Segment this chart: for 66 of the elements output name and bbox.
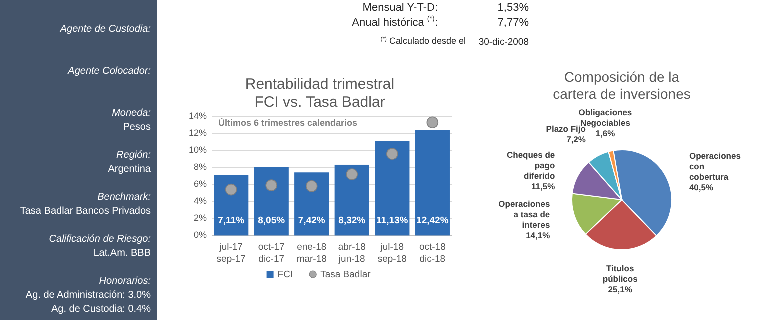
text: Calificación de Riesgo:: [49, 234, 152, 245]
slice-label: Operaciones a tasa de interes: [498, 199, 550, 230]
x-tick-label: jul-17 sep-17: [216, 242, 246, 265]
text: 1,53%: [498, 2, 530, 14]
x-tick-label: jul-18 sep-18: [378, 242, 407, 265]
y-tick-label: 8%: [194, 162, 207, 172]
text: Tasa Badlar Bancos Privados: [20, 206, 151, 217]
data-label: 25,1%: [608, 284, 633, 294]
text: Agente de Custodia:: [59, 24, 152, 35]
text: Argentina: [108, 164, 152, 175]
y-tick-label: 4%: [194, 196, 207, 206]
x-tick-label: oct-18 dic-18: [419, 242, 446, 265]
chart-title: Rentabilidad trimestral FCI vs. Tasa Badlar: [245, 76, 395, 111]
data-label: 11,5%: [532, 181, 556, 192]
bar: [214, 175, 249, 236]
y-tick-label: 10%: [188, 145, 207, 156]
x-tick-label: oct-17 dic-17: [258, 242, 285, 265]
data-label: 7,42%: [298, 216, 326, 227]
slice-label: Cheques de pago diferido: [506, 150, 556, 181]
point: [386, 148, 398, 160]
data-label: 7,2%: [566, 134, 586, 145]
legend-label: Tasa Badlar: [320, 270, 371, 281]
point: [225, 184, 238, 196]
text: Pesos: [123, 122, 151, 133]
y-tick-label: 6%: [194, 179, 207, 190]
text: 7,77%: [498, 16, 530, 29]
y-tick-label: 14%: [188, 111, 207, 122]
data-label: 8,05%: [258, 216, 286, 227]
text: Agente Colocador:: [67, 66, 152, 77]
point: [426, 116, 439, 129]
text: Anual histórica $^{(*)}$:: [352, 14, 438, 29]
bar: [294, 172, 330, 236]
chart-title: Composición de la cartera de inversiones: [553, 69, 691, 102]
bar: [415, 130, 450, 236]
data-label: 12,42%: [416, 216, 450, 227]
text: Ag. de Custodia: 0.4%: [51, 304, 152, 315]
y-tick-label: 0%: [194, 230, 207, 240]
point: [346, 168, 358, 180]
x-tick-label: abr-18 jun-18: [338, 242, 366, 265]
text: Benchmark:: [98, 192, 152, 203]
bar: [254, 167, 289, 236]
y-tick-label: 12%: [188, 128, 207, 138]
text: $^{(*)}$ Calculado desde el: [380, 36, 466, 46]
legend-label: FCI: [278, 270, 294, 281]
bar: [334, 164, 370, 236]
slice-label: Operaciones con cobertura: [689, 150, 742, 182]
point: [306, 180, 318, 192]
data-label: 1,6%: [596, 128, 616, 138]
data-label: 40,5%: [689, 182, 714, 192]
text: Moneda:: [112, 108, 152, 119]
text: Mensual Y-T-D:: [362, 2, 438, 14]
text: Lat.Am. BBB: [94, 248, 152, 259]
text: Ag. de Administración: 3.0%: [26, 290, 152, 301]
text: 30-dic-2008: [478, 36, 529, 48]
data-label: 11,13%: [376, 216, 409, 227]
text: Honorarios:: [99, 276, 152, 287]
text: Región:: [116, 150, 152, 161]
bar: [375, 141, 410, 236]
point: [266, 180, 278, 192]
data-label: 7,11%: [218, 216, 246, 227]
y-tick-label: 2%: [194, 213, 207, 224]
x-tick-label: ene-18 mar-18: [296, 242, 327, 265]
data-label: 14,1%: [526, 230, 551, 241]
slice-label: Titulos públicos: [602, 263, 638, 284]
chart-subtitle: Últimos 6 trimestres calendarios: [218, 118, 358, 128]
data-label: 8,32%: [338, 216, 366, 227]
